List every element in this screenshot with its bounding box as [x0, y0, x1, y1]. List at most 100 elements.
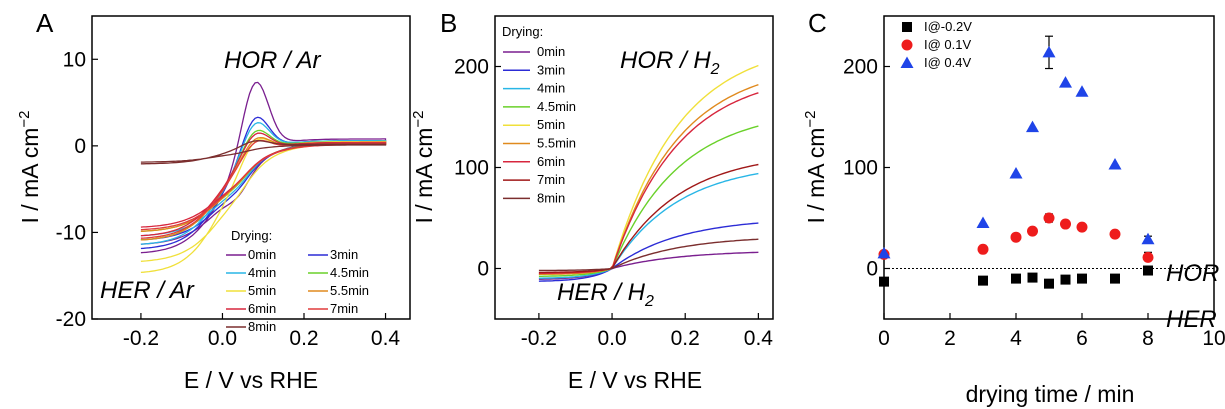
- data-point-square: [1011, 273, 1021, 284]
- cv-curve-8min: [140, 140, 387, 165]
- x-axis-label-c: drying time / min: [966, 381, 1135, 407]
- y-axis-label-c-main: I / mA cm: [803, 128, 829, 224]
- legend-label-b: 4min: [537, 81, 565, 96]
- legend-label-a: 7min: [330, 301, 358, 316]
- data-point-circle: [977, 243, 989, 255]
- data-point-triangle: [1141, 232, 1155, 245]
- legend-label-b: 7min: [537, 172, 565, 187]
- data-point-circle: [1043, 212, 1055, 224]
- y-axis-label-b-main: I / mA cm: [411, 128, 437, 224]
- annotation-hor-h2-main: HOR / H: [620, 47, 711, 74]
- polarization-curve-5.5min: [538, 84, 759, 275]
- legend-label-b: 3min: [537, 62, 565, 77]
- y-tick-label: 200: [843, 56, 878, 79]
- y-tick-label: 10: [63, 48, 86, 71]
- legend-label-a: 3min: [330, 247, 358, 262]
- data-point-square: [1060, 274, 1071, 285]
- x-tick-label: 6: [1076, 327, 1088, 350]
- legend-label-b: 5.5min: [537, 136, 576, 151]
- legend-label-b: 5min: [537, 117, 565, 132]
- cv-curve-4.5min: [140, 129, 387, 241]
- data-point-square: [1110, 273, 1120, 284]
- x-tick-label: -0.2: [123, 327, 159, 350]
- legend-label-c: I@ 0.4V: [924, 55, 971, 70]
- legend-marker-c: [901, 39, 913, 51]
- legend-label-a: 5.5min: [330, 283, 369, 298]
- plot-frame-a: [91, 15, 411, 320]
- annotation-her-ar: HER / Ar: [100, 277, 195, 304]
- annotation-her-h2-sub: 2: [644, 293, 654, 310]
- data-point-triangle: [1042, 45, 1056, 58]
- x-tick-label: -0.2: [521, 327, 557, 350]
- annotation-her: HER: [1166, 306, 1217, 333]
- y-tick-label: -10: [56, 221, 86, 244]
- data-point-triangle: [1108, 157, 1122, 170]
- x-tick-label: 0.0: [208, 327, 237, 350]
- x-tick-label: 4: [1010, 327, 1022, 350]
- legend-label-b: 4.5min: [537, 99, 576, 114]
- data-point-circle: [1010, 231, 1022, 243]
- polarization-curve-4.5min: [538, 125, 759, 277]
- legend-c: I@-0.2V I@ 0.1V I@ 0.4V: [900, 19, 972, 70]
- y-tick-label: 0: [866, 258, 878, 281]
- legend-a: Drying: 0min 3min 4min 4.5min 5min 5.5min 6min…: [226, 228, 369, 334]
- legend-label-b: 6min: [537, 154, 565, 169]
- panel-label-a: A: [36, 8, 54, 38]
- panel-a: A -0.2 0.0 0.2 0.4 -20 -10 0 10 HOR / Ar HER / …: [16, 8, 411, 393]
- x-axis-label-a: E / V vs RHE: [184, 367, 318, 393]
- legend-label-c: I@-0.2V: [924, 19, 972, 34]
- data-point-triangle: [976, 216, 990, 229]
- data-point-triangle: [877, 246, 891, 259]
- panel-label-b: B: [440, 8, 457, 38]
- legend-label-a: 0min: [248, 247, 276, 262]
- x-tick-label: 0.4: [371, 327, 401, 350]
- y-tick-label: 200: [454, 56, 489, 79]
- y-axis-label-c: I / mA cm−2: [802, 111, 829, 224]
- x-tick-label: 0.4: [744, 327, 774, 350]
- annotation-hor-ar: HOR / Ar: [224, 47, 321, 74]
- y-tick-label: 0: [74, 135, 86, 158]
- legend-label-a: 8min: [248, 319, 276, 334]
- polarization-curve-7min: [538, 163, 759, 274]
- y-tick-label: -20: [56, 308, 86, 331]
- data-point-triangle: [1059, 76, 1072, 88]
- legend-title-a: Drying:: [231, 228, 272, 243]
- x-tick-label: 10: [1202, 327, 1225, 350]
- polarization-curve-0min: [538, 251, 759, 280]
- data-point-triangle: [1009, 167, 1023, 179]
- data-point-circle: [1076, 221, 1088, 233]
- polarization-curves-b: [538, 64, 759, 282]
- legend-label-b: 8min: [537, 190, 565, 205]
- legend-label-a: 6min: [248, 301, 276, 316]
- x-tick-label: 0.0: [597, 327, 626, 350]
- data-point-circle: [1109, 228, 1121, 240]
- x-tick-label: 0.2: [289, 327, 318, 350]
- polarization-curve-4min: [538, 172, 759, 279]
- legend-label-b: 0min: [537, 44, 565, 59]
- data-point-circle: [1060, 218, 1071, 230]
- legend-label-a: 5min: [248, 283, 276, 298]
- x-axis-label-b: E / V vs RHE: [568, 367, 702, 393]
- data-point-square: [1027, 272, 1038, 283]
- legend-title-b: Drying:: [502, 24, 543, 39]
- legend-b: Drying: 0min 3min 4min 4.5min 5min 5.5min 6min…: [502, 24, 576, 205]
- annotation-her-h2-main: HER / H: [557, 279, 646, 306]
- y-axis-label-a-main: I / mA cm: [17, 128, 43, 224]
- data-point-circle: [1142, 251, 1154, 263]
- polarization-curve-6min: [538, 92, 759, 275]
- y-axis-label-b: I / mA cm−2: [410, 111, 437, 224]
- data-point-circle: [1027, 225, 1038, 237]
- cv-curves-a: [140, 81, 387, 274]
- y-axis-label-b-sup: −2: [410, 111, 427, 128]
- y-tick-label: 100: [454, 157, 489, 180]
- legend-label-a: 4min: [248, 265, 276, 280]
- data-point-square: [978, 275, 988, 286]
- annotation-hor-h2-sub: 2: [710, 61, 720, 78]
- data-point-triangle: [1075, 85, 1089, 97]
- data-point-square: [1077, 273, 1087, 284]
- annotation-her-h2: HER / H2: [557, 279, 654, 310]
- x-tick-label: 0: [878, 327, 890, 350]
